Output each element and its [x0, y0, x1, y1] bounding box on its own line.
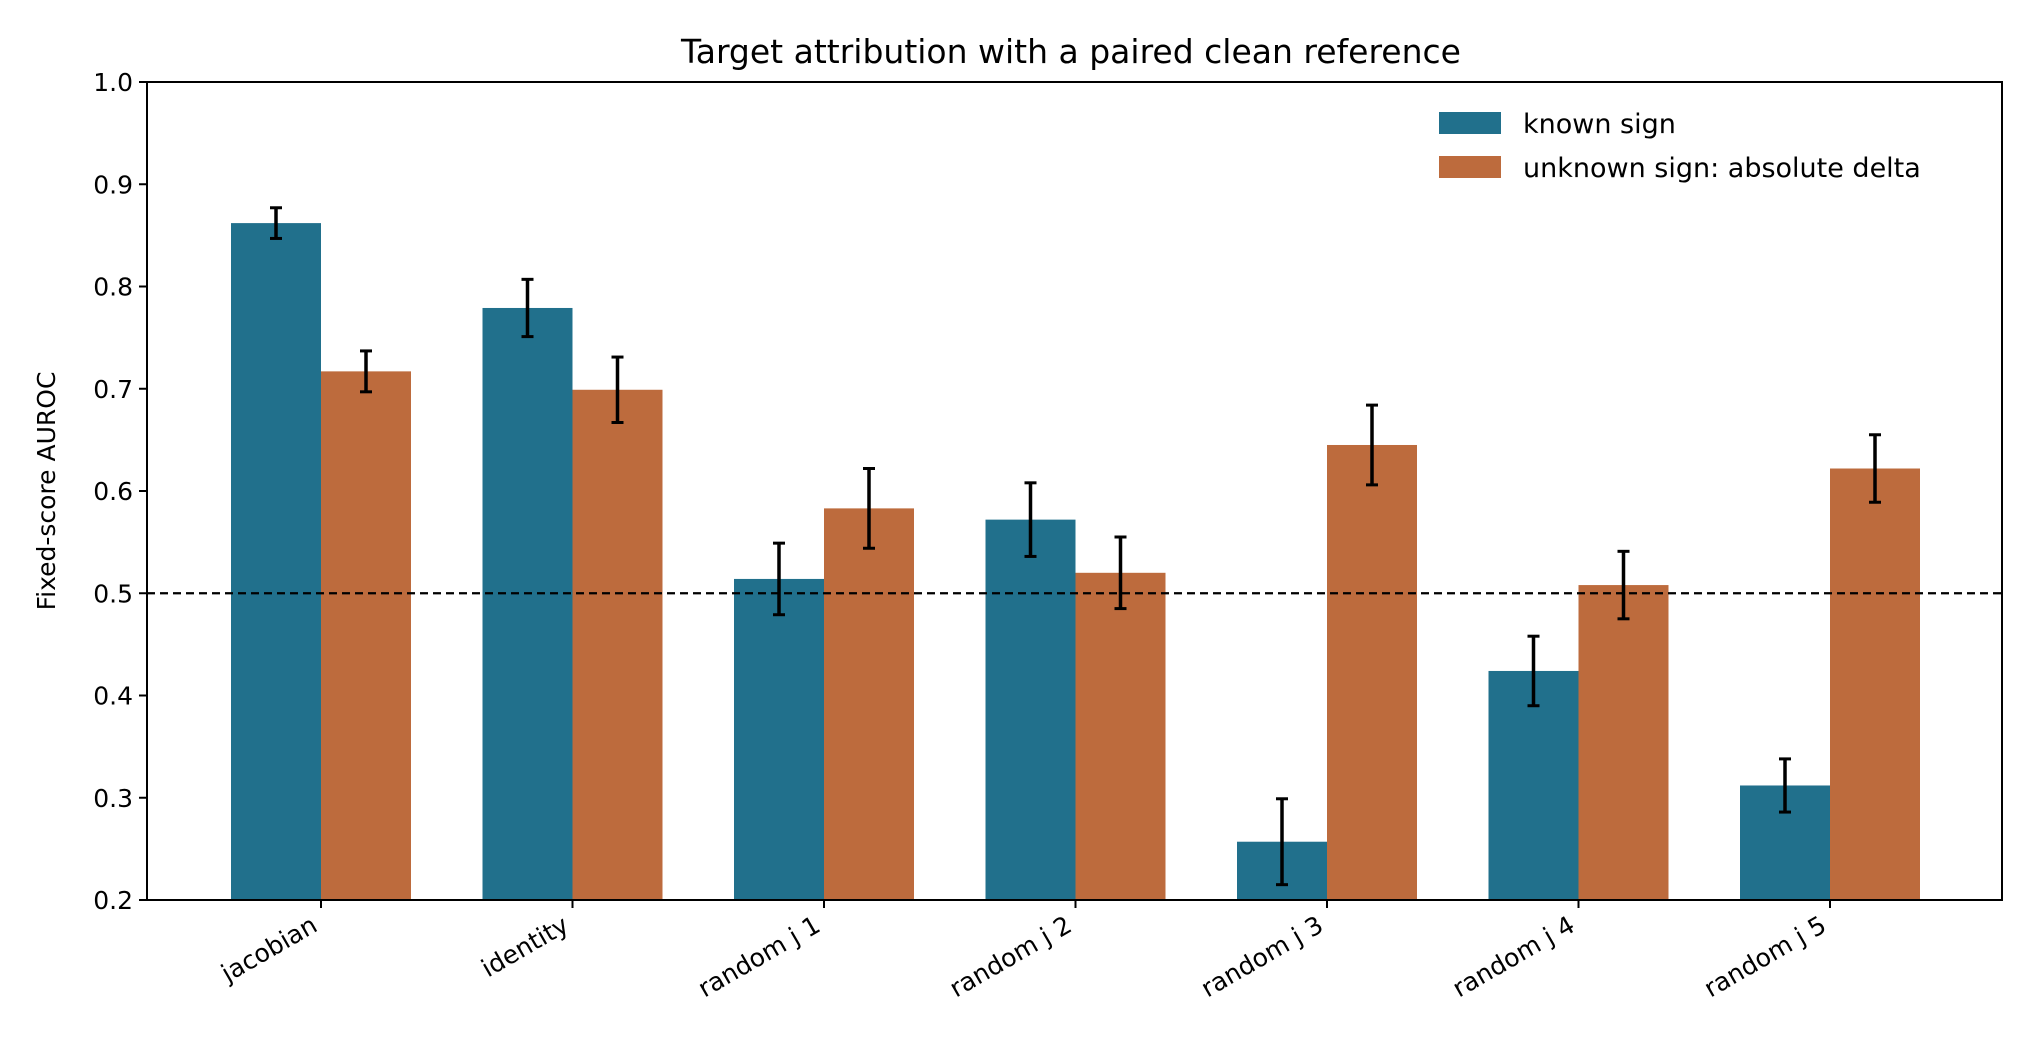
error-bar-known-sign-1 [270, 206, 282, 240]
bar-known-sign-3 [734, 578, 824, 900]
y-tick-label: 1.0 [93, 68, 133, 97]
error-bar-known-sign-3 [773, 541, 785, 617]
error-bar-unknown-sign-7 [1869, 433, 1881, 504]
y-tick-label: 0.6 [93, 477, 133, 506]
bar-known-sign-4 [985, 519, 1076, 900]
bar-unknown-sign-4 [1075, 572, 1166, 900]
bar-unknown-sign-5 [1327, 444, 1417, 900]
error-bar-unknown-sign-1 [360, 349, 372, 394]
y-axis-label: Fixed-score AUROC [32, 372, 61, 611]
bar-known-sign-6 [1488, 670, 1579, 900]
legend-swatch-1 [1439, 112, 1501, 134]
y-tick-label: 0.5 [93, 579, 133, 608]
error-bar-unknown-sign-4 [1114, 535, 1127, 611]
bar-unknown-sign-2 [572, 389, 663, 900]
y-tick-label: 0.8 [93, 273, 133, 302]
y-tick-label: 0.3 [93, 784, 133, 813]
legend-swatch-2 [1439, 156, 1501, 178]
error-bar-known-sign-5 [1276, 797, 1288, 887]
bar-unknown-sign-1 [321, 371, 411, 900]
chart-title: Target attribution with a paired clean r… [680, 32, 1461, 71]
legend-label-1: known sign [1523, 109, 1676, 140]
y-tick-label: 0.4 [93, 682, 133, 711]
error-bar-unknown-sign-5 [1366, 403, 1378, 487]
bar-unknown-sign-6 [1578, 585, 1669, 900]
error-bar-known-sign-4 [1024, 481, 1037, 558]
bar-unknown-sign-7 [1830, 468, 1920, 900]
error-bar-unknown-sign-3 [863, 467, 875, 550]
y-tick-label: 0.7 [93, 375, 133, 404]
bar-unknown-sign-3 [824, 508, 914, 900]
bar-known-sign-2 [482, 307, 573, 900]
error-bar-known-sign-7 [1779, 757, 1791, 814]
y-tick-label: 0.2 [93, 886, 133, 915]
y-tick-label: 0.9 [93, 170, 133, 199]
error-bar-unknown-sign-2 [611, 355, 624, 424]
bar-known-sign-1 [231, 223, 321, 901]
error-bar-known-sign-2 [521, 277, 534, 339]
legend: known sign unknown sign: absolute delta [1439, 109, 1921, 184]
error-bar-unknown-sign-6 [1617, 549, 1630, 621]
legend-label-2: unknown sign: absolute delta [1523, 153, 1921, 184]
axes-frame [146, 81, 2003, 901]
error-bar-known-sign-6 [1527, 634, 1540, 708]
